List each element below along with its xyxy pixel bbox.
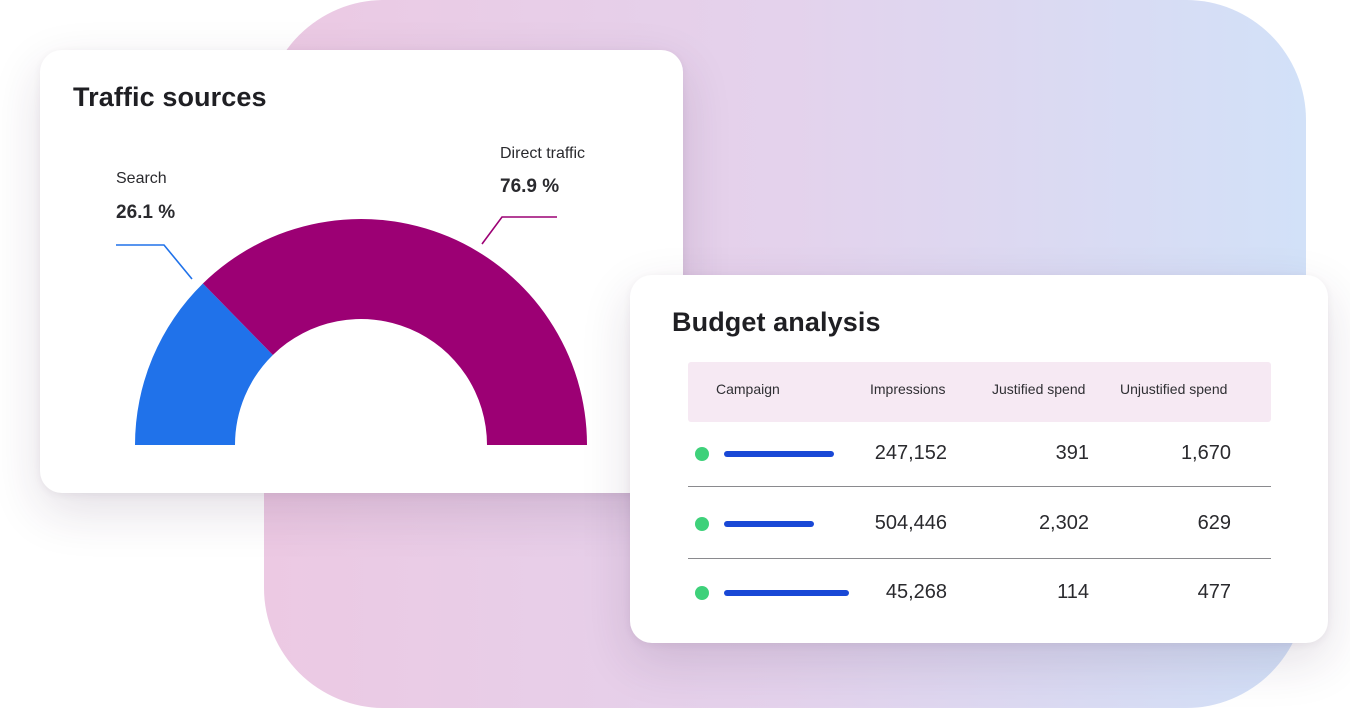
justified-spend-cell: 114 <box>1057 581 1089 603</box>
search-leader-line <box>116 244 193 280</box>
budget-analysis-title: Budget analysis <box>672 307 881 337</box>
direct-traffic-value: 76.9 % <box>500 176 560 197</box>
traffic-sources-title: Traffic sources <box>73 82 267 112</box>
unjustified-spend-cell: 629 <box>1197 512 1231 534</box>
column-header-unjustified-spend[interactable]: Unjustified spend <box>1120 381 1228 397</box>
column-header-impressions[interactable]: Impressions <box>870 381 946 397</box>
direct-traffic-leader-line <box>481 216 557 245</box>
column-header-campaign[interactable]: Campaign <box>716 381 780 397</box>
impressions-cell: 504,446 <box>874 512 947 534</box>
row-divider <box>688 558 1271 559</box>
campaign-name-bar <box>724 590 849 596</box>
campaign-name-bar <box>724 521 814 527</box>
table-row[interactable]: 504,446 2,302 629 <box>688 489 1271 558</box>
impressions-cell: 45,268 <box>885 581 947 603</box>
search-label: Search <box>116 170 167 187</box>
status-dot <box>695 586 709 600</box>
traffic-gauge-chart <box>116 216 587 445</box>
unjustified-spend-cell: 477 <box>1197 581 1231 603</box>
search-slice <box>135 283 273 445</box>
justified-spend-cell: 2,302 <box>1038 512 1089 534</box>
status-dot <box>695 447 709 461</box>
row-divider <box>688 486 1271 487</box>
campaign-name-bar <box>724 451 834 457</box>
table-row[interactable]: 45,268 114 477 <box>688 558 1271 627</box>
traffic-sources-card: Traffic sources Search 26.1 % Direct tra… <box>40 50 683 493</box>
budget-analysis-card: Budget analysis Campaign Impressions Jus… <box>630 275 1328 643</box>
unjustified-spend-cell: 1,670 <box>1180 442 1231 464</box>
table-header: Campaign Impressions Justified spend Unj… <box>688 362 1271 422</box>
direct-traffic-label: Direct traffic <box>500 145 586 162</box>
search-value: 26.1 % <box>116 202 176 223</box>
direct-traffic-slice <box>202 219 587 445</box>
status-dot <box>695 517 709 531</box>
column-header-justified-spend[interactable]: Justified spend <box>992 381 1086 397</box>
impressions-cell: 247,152 <box>874 442 947 464</box>
justified-spend-cell: 391 <box>1055 442 1089 464</box>
table-row[interactable]: 247,152 391 1,670 <box>688 419 1271 488</box>
